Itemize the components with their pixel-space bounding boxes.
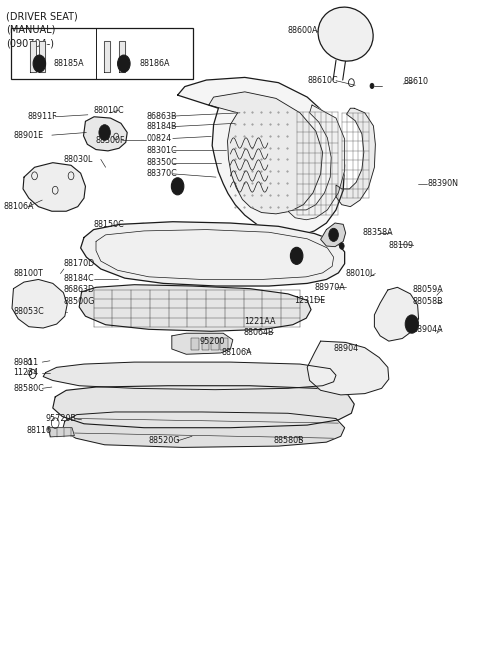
Text: 88059A: 88059A — [413, 285, 444, 295]
Circle shape — [99, 125, 110, 140]
Text: 88600A: 88600A — [288, 26, 319, 35]
Polygon shape — [62, 412, 345, 447]
Text: 88500G: 88500G — [64, 297, 95, 306]
Text: 88030L: 88030L — [64, 155, 93, 164]
Bar — [202, 338, 209, 350]
Polygon shape — [336, 108, 375, 207]
Text: 88186A: 88186A — [139, 59, 170, 68]
Text: 88300F: 88300F — [96, 136, 125, 145]
Text: 88010C: 88010C — [94, 106, 124, 115]
Text: 88064B: 88064B — [244, 328, 275, 337]
Text: (090704-): (090704-) — [6, 38, 54, 48]
Polygon shape — [288, 105, 345, 220]
Text: 88170D: 88170D — [64, 258, 95, 268]
Ellipse shape — [318, 7, 373, 61]
Text: 88520G: 88520G — [149, 436, 180, 445]
Text: 86863D: 86863D — [64, 285, 95, 295]
Bar — [211, 338, 219, 350]
Text: 88904: 88904 — [334, 344, 359, 354]
Text: 88010L: 88010L — [346, 269, 375, 278]
Text: 88106A: 88106A — [221, 348, 252, 357]
Text: 11234: 11234 — [13, 368, 38, 377]
Polygon shape — [104, 41, 110, 72]
Text: (MANUAL): (MANUAL) — [6, 25, 55, 35]
Text: 88150C: 88150C — [94, 220, 124, 229]
Text: 95720B: 95720B — [46, 414, 77, 423]
Polygon shape — [81, 222, 345, 286]
Text: 88580B: 88580B — [274, 436, 304, 445]
Bar — [11, 28, 193, 79]
Text: 88970A: 88970A — [314, 283, 345, 292]
Text: 1221AA: 1221AA — [244, 317, 276, 326]
Bar — [191, 338, 199, 350]
Text: 88109: 88109 — [389, 241, 414, 250]
Text: 88610: 88610 — [403, 77, 428, 87]
Polygon shape — [321, 223, 346, 247]
Circle shape — [329, 228, 338, 241]
Polygon shape — [374, 287, 419, 341]
Circle shape — [405, 315, 419, 333]
Text: b: b — [175, 182, 180, 191]
Text: 89811: 89811 — [13, 358, 38, 367]
Polygon shape — [43, 362, 336, 390]
Text: 88901E: 88901E — [13, 131, 44, 140]
Text: 88580C: 88580C — [13, 384, 44, 393]
Text: 95200: 95200 — [199, 337, 225, 346]
Text: 88053C: 88053C — [13, 307, 44, 316]
Bar — [220, 338, 228, 350]
Circle shape — [33, 55, 46, 72]
Circle shape — [118, 55, 130, 72]
Polygon shape — [30, 41, 36, 72]
Circle shape — [290, 247, 303, 264]
Polygon shape — [307, 341, 389, 395]
Text: 88350C: 88350C — [146, 158, 177, 167]
Text: 88184C: 88184C — [64, 274, 95, 283]
Polygon shape — [39, 41, 45, 72]
Polygon shape — [12, 279, 67, 328]
Text: 86863B: 86863B — [146, 112, 177, 121]
Text: b: b — [121, 59, 126, 68]
Text: 88390N: 88390N — [427, 179, 458, 188]
Text: 88301C: 88301C — [146, 146, 177, 155]
Polygon shape — [23, 163, 85, 211]
Polygon shape — [48, 428, 74, 437]
Text: 88185A: 88185A — [54, 59, 84, 68]
Text: a: a — [37, 59, 42, 68]
Text: 88610C: 88610C — [307, 76, 338, 85]
Text: a: a — [294, 251, 299, 260]
Text: 88184B: 88184B — [146, 122, 177, 131]
Text: 1231DE: 1231DE — [294, 296, 325, 305]
Text: (DRIVER SEAT): (DRIVER SEAT) — [6, 12, 77, 22]
Polygon shape — [84, 117, 127, 151]
Polygon shape — [178, 77, 345, 235]
Circle shape — [171, 178, 184, 195]
Text: 88370C: 88370C — [146, 169, 177, 178]
Polygon shape — [209, 92, 323, 214]
Text: 88100T: 88100T — [13, 269, 43, 278]
Text: 88904A: 88904A — [413, 325, 444, 334]
Text: 00824: 00824 — [146, 134, 171, 143]
Text: 88058B: 88058B — [413, 297, 444, 306]
Polygon shape — [172, 333, 233, 354]
Text: 88358A: 88358A — [362, 228, 393, 237]
Polygon shape — [79, 285, 311, 331]
Text: 88106A: 88106A — [4, 202, 35, 211]
Circle shape — [370, 83, 374, 89]
Polygon shape — [53, 386, 354, 428]
Text: 88116: 88116 — [26, 426, 51, 435]
Polygon shape — [119, 41, 125, 72]
Circle shape — [339, 243, 344, 249]
Text: 88911F: 88911F — [28, 112, 58, 121]
